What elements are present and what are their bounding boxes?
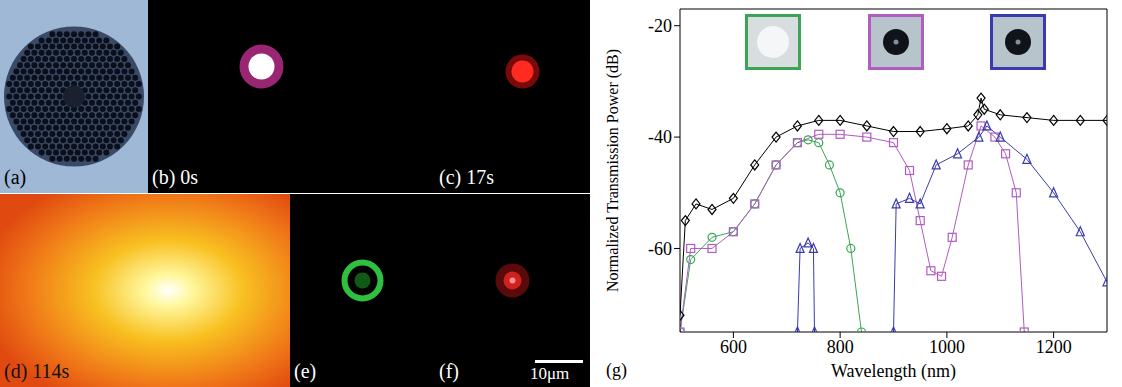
html-text:(b) 0s: (b) 0s bbox=[152, 166, 199, 188]
svg-text:1000: 1000 bbox=[929, 337, 965, 357]
html-text:(g): (g) bbox=[606, 360, 627, 380]
html-text:(c) 17s: (c) 17s bbox=[439, 166, 494, 188]
html-text:10μm: 10μm bbox=[530, 364, 570, 383]
svg-text:-40: -40 bbox=[648, 127, 672, 147]
html-text:(d) 114s: (d) 114s bbox=[4, 360, 70, 382]
html-text:(a): (a) bbox=[4, 166, 27, 188]
svg-text:1200: 1200 bbox=[1036, 337, 1072, 357]
svg-text:Normalized Transmission Power: Normalized Transmission Power (dB) bbox=[604, 49, 622, 292]
html-text:(f): (f) bbox=[439, 360, 459, 382]
svg-text:Wavelength (nm): Wavelength (nm) bbox=[831, 361, 956, 382]
svg-text:-20: -20 bbox=[648, 16, 672, 36]
html-text:(e): (e) bbox=[294, 360, 317, 382]
svg-text:600: 600 bbox=[720, 337, 747, 357]
svg-text:-60: -60 bbox=[648, 239, 672, 259]
svg-text:800: 800 bbox=[827, 337, 854, 357]
